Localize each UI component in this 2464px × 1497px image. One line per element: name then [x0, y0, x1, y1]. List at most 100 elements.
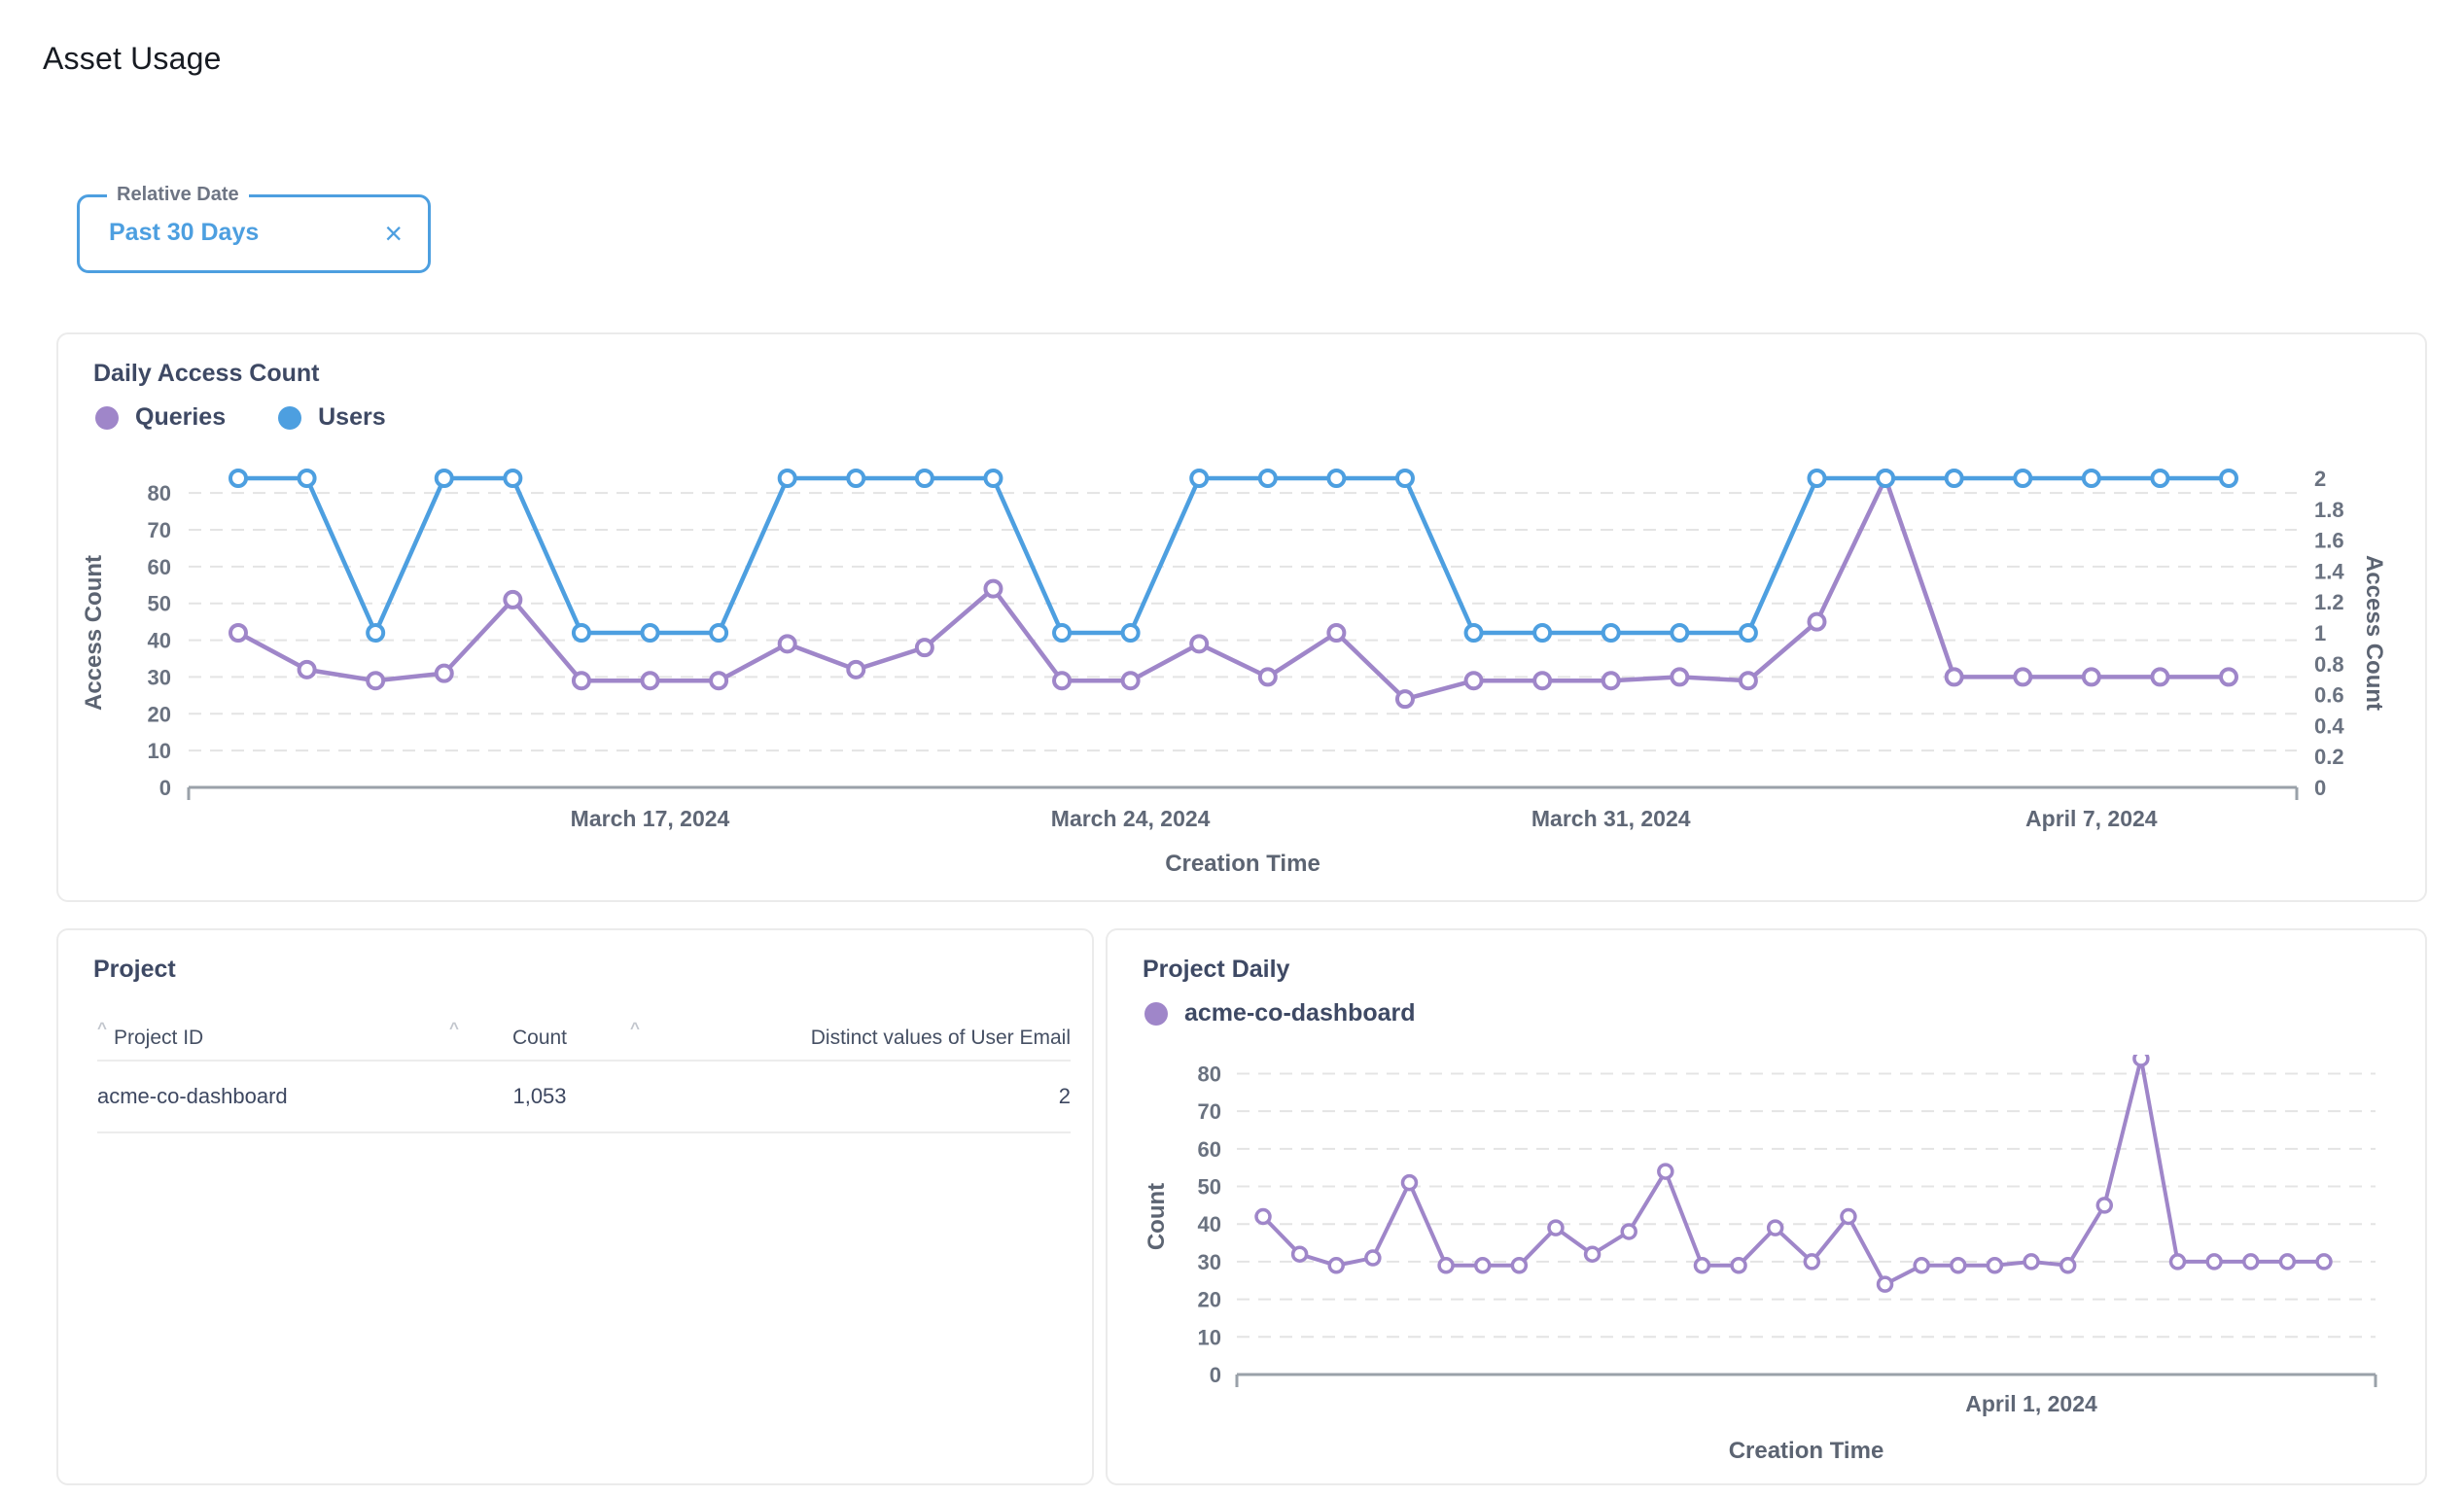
queries-point[interactable] — [1807, 611, 1827, 632]
users-point[interactable] — [1738, 623, 1758, 643]
users-point[interactable] — [2081, 469, 2101, 488]
queries-point[interactable] — [709, 671, 729, 691]
queries-point[interactable] — [1532, 671, 1553, 691]
queries-point[interactable] — [503, 589, 523, 609]
users-point[interactable] — [1189, 469, 1210, 488]
queries-point[interactable] — [1326, 623, 1347, 643]
column-header-count[interactable]: ^ Count — [449, 1019, 568, 1049]
queries-point[interactable] — [2081, 667, 2101, 687]
users-point[interactable] — [1532, 623, 1553, 643]
legend-item-users[interactable]: Users — [278, 403, 386, 432]
acme-co-dashboard-point[interactable] — [1913, 1257, 1930, 1274]
queries-point[interactable] — [1257, 667, 1278, 687]
acme-co-dashboard-point[interactable] — [1693, 1257, 1711, 1274]
users-point[interactable] — [1120, 623, 1141, 643]
acme-co-dashboard-point[interactable] — [2168, 1253, 2187, 1271]
legend: acme-co-dashboard — [1144, 999, 2425, 1027]
acme-co-dashboard-point[interactable] — [1437, 1257, 1455, 1274]
queries-point[interactable] — [777, 634, 797, 654]
users-point[interactable] — [229, 469, 248, 488]
acme-co-dashboard-point[interactable] — [2132, 1055, 2150, 1067]
users-point[interactable] — [846, 469, 866, 488]
queries-point[interactable] — [1670, 667, 1690, 687]
users-point[interactable] — [2013, 469, 2033, 488]
acme-co-dashboard-point[interactable] — [1510, 1257, 1529, 1274]
users-point[interactable] — [914, 469, 934, 488]
acme-co-dashboard-point[interactable] — [1986, 1257, 2004, 1274]
queries-point[interactable] — [2150, 667, 2170, 687]
queries-point[interactable] — [571, 671, 591, 691]
queries-point[interactable] — [1463, 671, 1484, 691]
acme-co-dashboard-point[interactable] — [1803, 1253, 1821, 1271]
queries-point[interactable] — [1394, 689, 1415, 710]
queries-point[interactable] — [297, 659, 317, 679]
queries-point[interactable] — [2013, 667, 2033, 687]
acme-co-dashboard-point[interactable] — [1730, 1257, 1747, 1274]
queries-point[interactable] — [1052, 671, 1073, 691]
queries-point[interactable] — [640, 671, 660, 691]
users-point[interactable] — [571, 623, 591, 643]
column-header-distinct-user-email[interactable]: ^ Distinct values of User Email — [630, 1019, 1071, 1049]
acme-co-dashboard-point[interactable] — [1583, 1245, 1602, 1263]
filter-value[interactable]: Past 30 Days — [109, 219, 260, 246]
users-point[interactable] — [1601, 623, 1621, 643]
acme-co-dashboard-point[interactable] — [1327, 1257, 1345, 1274]
acme-co-dashboard-point[interactable] — [2278, 1253, 2297, 1271]
users-point[interactable] — [1944, 469, 1964, 488]
users-point[interactable] — [297, 469, 317, 488]
queries-point[interactable] — [914, 638, 934, 658]
acme-co-dashboard-point[interactable] — [1290, 1245, 1309, 1263]
queries-point[interactable] — [366, 671, 386, 691]
acme-co-dashboard-point[interactable] — [1876, 1275, 1894, 1293]
queries-point[interactable] — [1601, 671, 1621, 691]
acme-co-dashboard-point[interactable] — [1766, 1219, 1784, 1236]
users-point[interactable] — [2150, 469, 2170, 488]
users-point[interactable] — [503, 469, 523, 488]
acme-co-dashboard-point[interactable] — [1950, 1257, 1967, 1274]
acme-co-dashboard-point[interactable] — [1400, 1173, 1419, 1192]
acme-co-dashboard-point[interactable] — [1547, 1219, 1565, 1236]
users-point[interactable] — [983, 469, 1003, 488]
queries-point[interactable] — [846, 659, 866, 679]
y-tick-label: 40 — [148, 629, 171, 653]
queries-point[interactable] — [1189, 634, 1210, 654]
users-point[interactable] — [1807, 469, 1827, 488]
queries-point[interactable] — [2219, 667, 2238, 687]
queries-point[interactable] — [1944, 667, 1964, 687]
acme-co-dashboard-point[interactable] — [2242, 1253, 2260, 1271]
users-point[interactable] — [366, 623, 386, 643]
users-point[interactable] — [709, 623, 729, 643]
users-point[interactable] — [1326, 469, 1347, 488]
users-point[interactable] — [1257, 469, 1278, 488]
acme-co-dashboard-point[interactable] — [2023, 1253, 2040, 1271]
legend-item-queries[interactable]: Queries — [95, 403, 226, 432]
users-point[interactable] — [1463, 623, 1484, 643]
queries-point[interactable] — [1738, 671, 1758, 691]
relative-date-filter[interactable]: Relative Date Past 30 Days × — [77, 184, 431, 273]
acme-co-dashboard-point[interactable] — [2059, 1257, 2077, 1274]
users-point[interactable] — [1670, 623, 1690, 643]
acme-co-dashboard-point[interactable] — [1254, 1207, 1272, 1226]
users-point[interactable] — [640, 623, 660, 643]
acme-co-dashboard-point[interactable] — [1657, 1163, 1674, 1180]
acme-co-dashboard-point[interactable] — [1473, 1257, 1492, 1274]
users-point[interactable] — [777, 469, 797, 488]
legend-item-acme-co-dashboard[interactable]: acme-co-dashboard — [1144, 999, 1416, 1027]
users-point[interactable] — [1394, 469, 1415, 488]
queries-point[interactable] — [434, 663, 454, 683]
users-point[interactable] — [434, 469, 454, 488]
users-point[interactable] — [2219, 469, 2238, 488]
acme-co-dashboard-point[interactable] — [1620, 1223, 1637, 1240]
users-point[interactable] — [1052, 623, 1073, 643]
users-point[interactable] — [1876, 469, 1896, 488]
column-header-project-id[interactable]: ^ Project ID — [97, 1019, 204, 1049]
acme-co-dashboard-point[interactable] — [1840, 1207, 1857, 1226]
queries-point[interactable] — [983, 578, 1003, 599]
acme-co-dashboard-point[interactable] — [2095, 1197, 2114, 1214]
queries-point[interactable] — [1120, 671, 1141, 691]
clear-filter-icon[interactable]: × — [384, 216, 403, 251]
queries-point[interactable] — [229, 623, 248, 643]
acme-co-dashboard-point[interactable] — [1364, 1249, 1382, 1267]
acme-co-dashboard-point[interactable] — [2205, 1253, 2223, 1271]
acme-co-dashboard-point[interactable] — [2315, 1253, 2333, 1271]
